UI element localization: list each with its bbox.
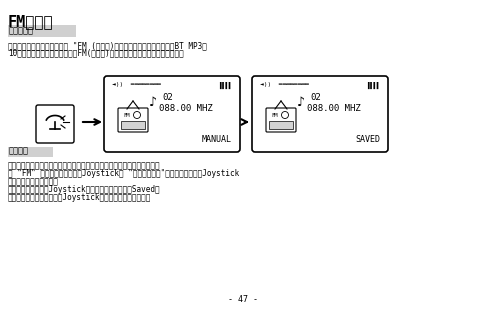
Text: 按通話結束鍵回到主目錄，選 "FM (收音機)選項，收音機功能便被啟動。BT MP3內: 按通話結束鍵回到主目錄，選 "FM (收音機)選項，收音機功能便被啟動。BT M… (8, 41, 207, 50)
Text: - 47 -: - 47 - (228, 295, 258, 304)
Circle shape (281, 112, 289, 118)
Text: ◄))  ════════: ◄)) ════════ (112, 82, 161, 87)
Bar (121, 121, 145, 129)
Text: ◄))  ════════: ◄)) ════════ (260, 82, 309, 87)
Text: ♪: ♪ (297, 95, 305, 108)
Bar (269, 121, 293, 129)
FancyBboxPatch shape (252, 76, 388, 152)
Text: ♪: ♪ (149, 95, 157, 108)
FancyBboxPatch shape (104, 76, 240, 152)
Text: ▌▌▌▌: ▌▌▌▌ (219, 82, 232, 89)
Text: FM: FM (271, 112, 278, 117)
Text: 02: 02 (310, 93, 321, 102)
Text: 要取消一個預設的電台，你只須在它原來的位置上設定一個新的電台即可。: 要取消一個預設的電台，你只須在它原來的位置上設定一個新的電台即可。 (8, 161, 161, 170)
FancyBboxPatch shape (8, 25, 76, 37)
Text: SAVED: SAVED (355, 135, 380, 144)
FancyBboxPatch shape (36, 105, 74, 143)
Text: 要儲存該電台，按著Joystick兩秒，顯示屏上會出現Saved。: 要儲存該電台，按著Joystick兩秒，顯示屏上會出現Saved。 (8, 185, 161, 194)
Text: FM: FM (123, 112, 129, 117)
Text: ▌▌▌▌: ▌▌▌▌ (367, 82, 380, 89)
Text: 預設電台: 預設電台 (9, 146, 29, 155)
Text: 在 "FM" 電台廣播模式時，按Joystick至 "頻道搜尋模式"，透過左推或右推Joystick: 在 "FM" 電台廣播模式時，按Joystick至 "頻道搜尋模式"，透過左推或… (8, 169, 239, 178)
Text: 收聽收音機: 收聽收音機 (9, 27, 34, 36)
FancyBboxPatch shape (118, 108, 148, 132)
Text: 找到你想要的電台頻率。: 找到你想要的電台頻率。 (8, 177, 59, 186)
Circle shape (134, 112, 140, 118)
Text: 10組電台儲存功能，每次你執行FM(收音機)，它都會播放你上一次收聽的電台。: 10組電台儲存功能，每次你執行FM(收音機)，它都會播放你上一次收聽的電台。 (8, 48, 184, 57)
Text: 要退出而不儲存該電台，按Joystick一次返回預設頻道模式。: 要退出而不儲存該電台，按Joystick一次返回預設頻道模式。 (8, 193, 151, 202)
FancyBboxPatch shape (8, 147, 53, 157)
Text: 02: 02 (162, 93, 173, 102)
Text: 088.00 MHZ: 088.00 MHZ (307, 104, 361, 113)
FancyBboxPatch shape (266, 108, 296, 132)
Text: MANUAL: MANUAL (202, 135, 232, 144)
Text: 088.00 MHZ: 088.00 MHZ (159, 104, 213, 113)
Text: FM收音機: FM收音機 (8, 14, 53, 29)
